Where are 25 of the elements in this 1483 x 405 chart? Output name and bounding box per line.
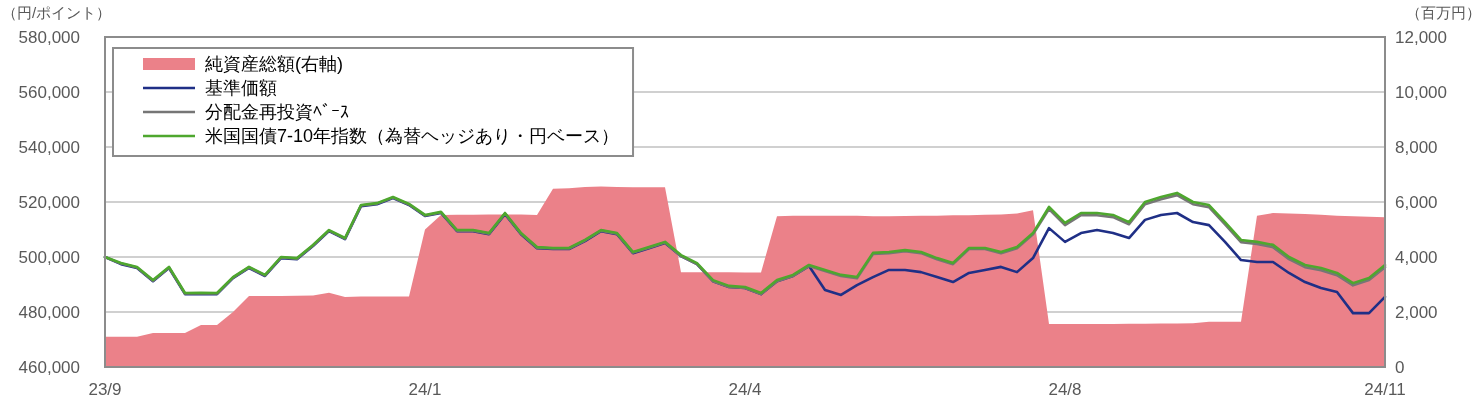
y2-tick-label: 12,000 (1395, 28, 1447, 47)
y2-tick-label: 8,000 (1395, 138, 1438, 157)
y-axis-title: （円/ポイント） (2, 4, 112, 21)
y-tick-label: 580,000 (18, 28, 80, 47)
x-tick-label: 24/8 (1048, 380, 1082, 399)
y-tick-label: 480,000 (18, 303, 80, 322)
y2-tick-label: 0 (1395, 358, 1405, 377)
y-tick-label: 460,000 (18, 358, 80, 377)
legend-label: 基準価額 (205, 78, 277, 98)
y2-tick-label: 4,000 (1395, 248, 1438, 267)
y2-tick-label: 2,000 (1395, 303, 1438, 322)
legend-label: 純資産総額(右軸) (205, 54, 343, 74)
x-tick-label: 24/4 (728, 380, 762, 399)
x-tick-label: 24/11 (1364, 380, 1406, 399)
y2-axis-title: （百万円） (1406, 4, 1481, 21)
x-tick-label: 24/1 (408, 380, 442, 399)
y-tick-label: 560,000 (18, 83, 80, 102)
x-tick-label: 23/9 (88, 380, 122, 399)
legend-label: 分配金再投資ﾍﾞｰｽ (205, 102, 349, 122)
y2-tick-label: 6,000 (1395, 193, 1438, 212)
legend-label: 米国国債7-10年指数（為替ヘッジあり・円ベース） (205, 126, 620, 146)
y2-tick-label: 10,000 (1395, 83, 1447, 102)
y-tick-label: 520,000 (18, 193, 80, 212)
y-tick-label: 540,000 (18, 138, 80, 157)
y-tick-label: 500,000 (18, 248, 80, 267)
